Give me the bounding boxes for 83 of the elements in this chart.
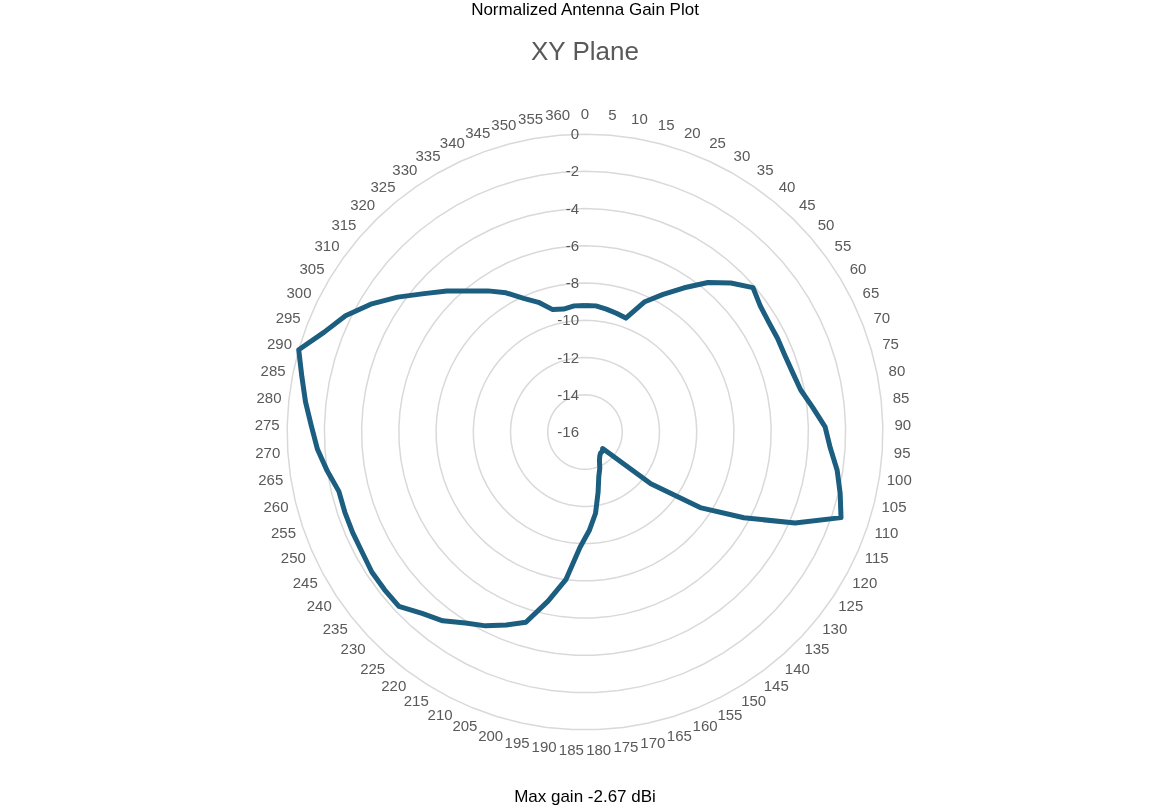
spoke-label: 180 bbox=[586, 740, 612, 758]
y-tick-label: -10 bbox=[557, 311, 579, 329]
spoke-label: 200 bbox=[478, 726, 504, 744]
spoke-label: 20 bbox=[683, 123, 701, 141]
spoke-label: 60 bbox=[849, 260, 867, 278]
spoke-label: 360 bbox=[545, 106, 571, 124]
spoke-label: 205 bbox=[452, 717, 478, 735]
spoke-label: 110 bbox=[874, 523, 899, 541]
spoke-label: 305 bbox=[299, 260, 325, 278]
spoke-label: 275 bbox=[254, 416, 280, 434]
spoke-label: 85 bbox=[892, 388, 910, 406]
spoke-label: 40 bbox=[778, 177, 796, 195]
spoke-label: 70 bbox=[873, 309, 891, 327]
spoke-label: 45 bbox=[798, 195, 816, 213]
spoke-label: 95 bbox=[893, 443, 911, 461]
spoke-label: 115 bbox=[864, 549, 889, 567]
chart-title: Normalized Antenna Gain Plot bbox=[471, 0, 700, 19]
spoke-label: 175 bbox=[613, 738, 639, 756]
spoke-label: 295 bbox=[275, 309, 301, 327]
spoke-label: 320 bbox=[350, 195, 376, 213]
spoke-label: 260 bbox=[263, 497, 289, 515]
y-tick-label: -8 bbox=[565, 274, 579, 292]
spoke-label: 25 bbox=[709, 134, 726, 152]
y-tick-label: -4 bbox=[565, 199, 579, 217]
spoke-label: 140 bbox=[784, 659, 810, 677]
spoke-label: 335 bbox=[415, 146, 441, 164]
spoke-label: 30 bbox=[733, 146, 751, 164]
y-tick-label: -16 bbox=[557, 423, 579, 440]
spoke-label: 165 bbox=[666, 726, 692, 744]
spoke-label: 170 bbox=[640, 733, 666, 751]
spoke-label: 270 bbox=[255, 443, 281, 461]
spoke-label: 90 bbox=[894, 416, 912, 434]
spoke-label: 265 bbox=[258, 470, 284, 488]
y-tick-label: -2 bbox=[565, 162, 579, 180]
spoke-label: 65 bbox=[862, 284, 880, 302]
spoke-label: 80 bbox=[888, 361, 906, 379]
spoke-label: 100 bbox=[886, 470, 912, 488]
spoke-label: 135 bbox=[804, 640, 830, 658]
spoke-label: 325 bbox=[370, 177, 396, 195]
spoke-label: 355 bbox=[518, 109, 544, 127]
spoke-label: 155 bbox=[717, 705, 743, 723]
spoke-label: 240 bbox=[306, 597, 332, 615]
spoke-label: 300 bbox=[286, 284, 312, 302]
chart-subtitle: XY Plane bbox=[531, 36, 639, 66]
spoke-label: 50 bbox=[817, 215, 835, 233]
spoke-label: 315 bbox=[331, 215, 357, 233]
spoke-label: 250 bbox=[280, 549, 306, 567]
spoke-label: 215 bbox=[403, 692, 429, 710]
spoke-label: 15 bbox=[657, 115, 675, 133]
spoke-label: 195 bbox=[504, 733, 530, 751]
spoke-label: 35 bbox=[756, 161, 774, 179]
y-tick-label: -12 bbox=[557, 348, 579, 366]
spoke-label: 220 bbox=[381, 676, 407, 694]
spoke-label: 145 bbox=[763, 676, 789, 694]
spoke-label: 75 bbox=[882, 335, 899, 353]
spoke-label: 290 bbox=[266, 335, 292, 353]
spoke-label: 55 bbox=[834, 237, 852, 255]
spoke-label: 210 bbox=[427, 705, 453, 723]
spoke-label: 120 bbox=[852, 573, 878, 591]
spoke-label: 235 bbox=[322, 619, 348, 637]
spoke-label: 345 bbox=[465, 123, 491, 141]
spoke-label: 5 bbox=[608, 106, 617, 124]
spoke-label: 285 bbox=[260, 361, 286, 379]
spoke-label: 150 bbox=[741, 692, 767, 710]
spoke-label: 330 bbox=[392, 161, 418, 179]
spoke-label: 340 bbox=[439, 134, 465, 152]
spoke-label: 255 bbox=[271, 523, 297, 541]
spoke-label: 190 bbox=[531, 738, 557, 756]
spoke-label: 10 bbox=[631, 109, 648, 127]
spoke-label: 225 bbox=[360, 659, 386, 677]
spoke-label: 245 bbox=[292, 573, 318, 591]
spoke-label: 310 bbox=[314, 237, 340, 255]
spoke-label: 130 bbox=[822, 619, 848, 637]
spoke-label: 185 bbox=[558, 740, 584, 758]
spoke-label: 230 bbox=[340, 640, 366, 658]
spoke-label: 350 bbox=[491, 115, 517, 133]
spoke-label: 280 bbox=[256, 388, 282, 406]
y-tick-label: -14 bbox=[557, 385, 579, 403]
y-tick-label: -6 bbox=[565, 236, 579, 254]
text: Max gain -2.67 dBi bbox=[514, 787, 656, 806]
spoke-label: 160 bbox=[692, 717, 718, 735]
spoke-label: 125 bbox=[838, 597, 864, 615]
spoke-label: 105 bbox=[881, 497, 907, 515]
